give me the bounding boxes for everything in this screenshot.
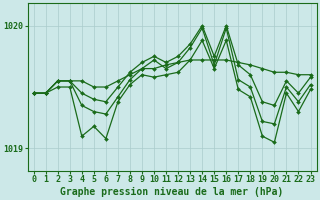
X-axis label: Graphe pression niveau de la mer (hPa): Graphe pression niveau de la mer (hPa) [60, 186, 284, 197]
